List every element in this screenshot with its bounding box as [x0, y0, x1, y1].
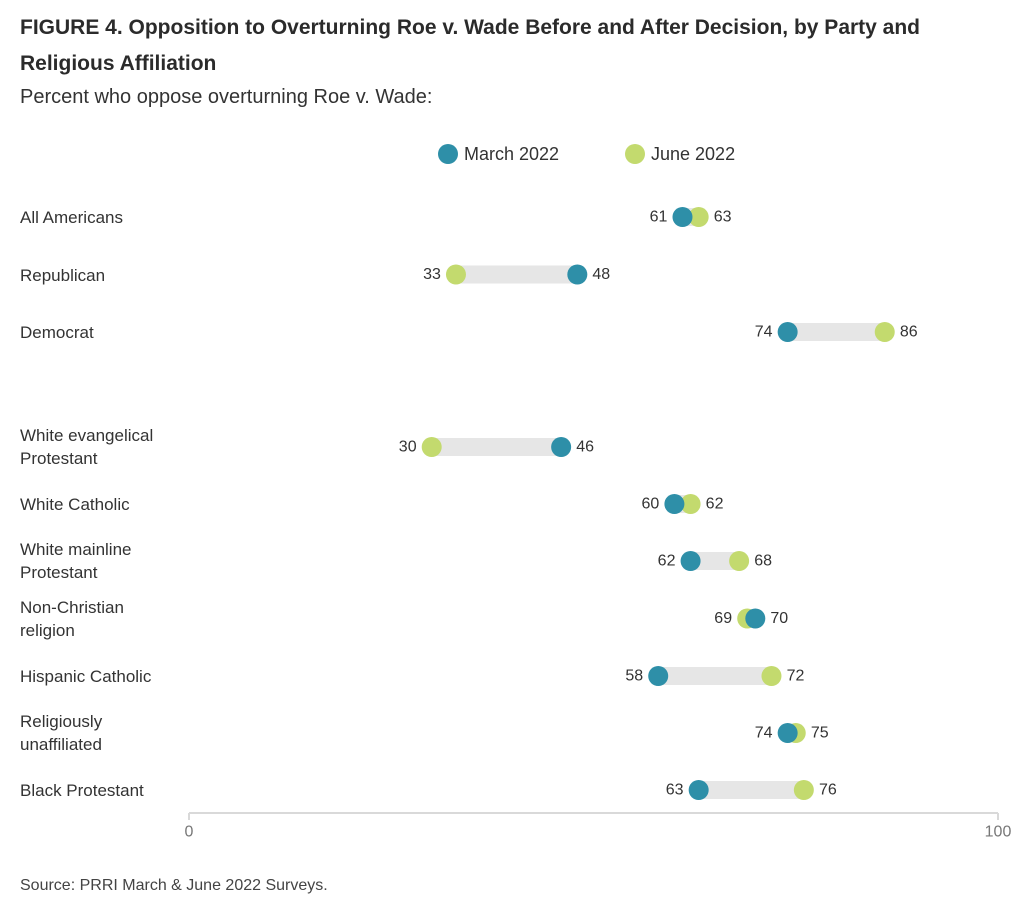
dot-march-religiously-unaffiliated [777, 723, 798, 743]
value-march-hispanic-catholic: 58 [625, 668, 643, 685]
dot-june-white-catholic [680, 494, 701, 514]
category-label-religiously-unaffiliated: Religiously unaffiliated [20, 712, 103, 754]
value-march-all-americans: 61 [650, 209, 668, 226]
category-label-republican: Republican [20, 265, 106, 285]
chart-subtitle: Percent who oppose overturning Roe v. Wa… [20, 86, 433, 108]
dot-march-white-evangelical-protestant [551, 437, 572, 457]
dot-march-democrat [777, 322, 798, 342]
x-tick-label-100: 100 [985, 824, 1012, 841]
value-march-democrat: 74 [755, 324, 773, 341]
value-june-non-christian-religion: 69 [714, 610, 732, 627]
category-label-all-americans: All Americans [20, 208, 123, 227]
value-march-republican: 48 [592, 266, 610, 283]
category-label-non-christian-religion: Non-Christian religion [20, 598, 124, 640]
category-label-democrat: Democrat [20, 323, 94, 342]
value-march-white-mainline-protestant: 62 [658, 553, 676, 570]
category-label-hispanic-catholic: Hispanic Catholic [20, 667, 152, 686]
category-label-white-mainline-protestant: White mainline Protestant [20, 540, 132, 582]
value-june-white-mainline-protestant: 68 [754, 553, 772, 570]
dot-june-all-americans [688, 207, 709, 227]
category-label-white-catholic: White Catholic [20, 495, 130, 514]
value-june-white-evangelical-protestant: 30 [399, 439, 417, 456]
value-june-religiously-unaffiliated: 75 [811, 725, 829, 742]
dot-march-non-christian-religion [745, 608, 766, 629]
category-label-black-protestant: Black Protestant [20, 781, 144, 800]
dot-march-all-americans [672, 207, 693, 227]
value-june-democrat: 86 [900, 324, 918, 341]
dot-june-democrat [874, 322, 895, 342]
dot-june-republican [445, 264, 466, 285]
value-march-white-evangelical-protestant: 46 [576, 439, 594, 456]
legend-label-june-2022: June 2022 [651, 144, 735, 164]
dot-march-republican [567, 264, 588, 285]
value-june-all-americans: 63 [714, 209, 732, 226]
value-march-white-catholic: 60 [642, 496, 660, 513]
legend-marker-march-2022 [438, 144, 458, 164]
value-june-black-protestant: 76 [819, 782, 837, 799]
source-note: Source: PRRI March & June 2022 Surveys. [20, 877, 328, 894]
category-label-white-evangelical-protestant: White evangelical Protestant [20, 426, 154, 468]
dot-june-hispanic-catholic [761, 666, 782, 686]
chart-title: FIGURE 4. Opposition to Overturning Roe … [20, 16, 921, 75]
value-june-republican: 33 [423, 266, 441, 283]
dumbbell-chart: March 2022 June 2022 0 100 61 63 33 48 74 86 30 46 6… [185, 144, 1012, 841]
dot-march-black-protestant [688, 780, 709, 800]
value-june-white-catholic: 62 [706, 496, 724, 513]
value-march-non-christian-religion: 70 [770, 610, 788, 627]
dot-june-white-mainline-protestant [729, 551, 750, 571]
dot-march-hispanic-catholic [648, 666, 669, 686]
value-june-hispanic-catholic: 72 [787, 668, 805, 685]
value-march-black-protestant: 63 [666, 782, 684, 799]
x-tick-label-0: 0 [185, 824, 194, 841]
legend-label-march-2022: March 2022 [464, 144, 559, 164]
dot-march-white-catholic [664, 494, 685, 514]
dot-june-black-protestant [793, 780, 814, 800]
value-march-religiously-unaffiliated: 74 [755, 725, 773, 742]
legend-marker-june-2022 [625, 144, 645, 164]
dot-march-white-mainline-protestant [680, 551, 701, 571]
dot-june-white-evangelical-protestant [421, 437, 442, 457]
